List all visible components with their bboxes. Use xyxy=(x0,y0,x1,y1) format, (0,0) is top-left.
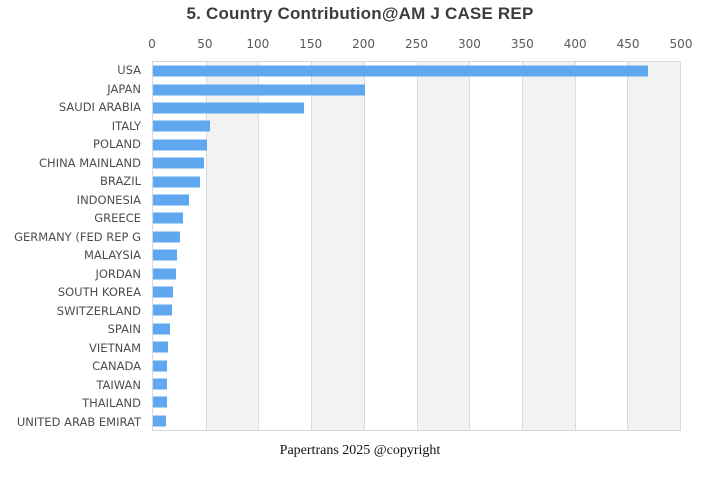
x-axis-tick-label: 450 xyxy=(616,37,640,51)
y-axis-label: SOUTH KOREA xyxy=(57,285,141,300)
x-axis-tick-label: 250 xyxy=(405,37,428,51)
grid-stripe xyxy=(205,62,259,430)
bar xyxy=(153,304,172,316)
y-axis-label: USA xyxy=(117,63,141,78)
chart-title: 5. Country Contribution@AM J CASE REP xyxy=(186,4,534,23)
gridline xyxy=(574,62,576,430)
grid-stripe xyxy=(311,62,364,430)
plot-area xyxy=(152,61,681,431)
gridline xyxy=(205,62,207,430)
grid-stripe xyxy=(521,62,575,430)
x-axis-tick-label: 400 xyxy=(563,37,587,51)
bar xyxy=(153,286,174,298)
y-axis-label: MALAYSIA xyxy=(83,248,141,263)
x-axis: 0 50 100 150 200 250 300 350 400 450 500 xyxy=(148,37,692,53)
bar xyxy=(153,157,204,169)
y-axis-label: INDONESIA xyxy=(76,192,141,207)
bar xyxy=(153,415,166,427)
bar xyxy=(153,396,167,408)
bar xyxy=(153,268,177,280)
bar xyxy=(153,360,167,372)
x-axis-tick-label: 0 xyxy=(148,37,156,51)
y-axis-label: JORDAN xyxy=(95,266,141,281)
y-axis-labels: USA JAPAN SAUDI ARABIA ITALY POLAND CHINA MAI… xyxy=(0,61,146,431)
copyright-footer: Papertrans 2025 @copyright xyxy=(279,443,441,458)
y-axis-label: UNITED ARAB EMIRAT xyxy=(16,414,141,429)
gridline xyxy=(627,62,629,430)
x-axis-tick-label: 300 xyxy=(457,37,481,51)
y-axis-label: TAIWAN xyxy=(96,377,141,392)
bar xyxy=(153,102,304,114)
bar xyxy=(153,212,183,224)
bar xyxy=(153,378,167,390)
x-axis-tick-label: 100 xyxy=(246,37,270,51)
bar xyxy=(153,120,210,132)
x-axis-tick-label: 150 xyxy=(299,37,323,51)
x-axis-tick-label: 350 xyxy=(510,37,534,51)
gridline xyxy=(258,62,260,430)
bar xyxy=(153,65,649,77)
bar xyxy=(153,249,178,261)
y-axis-label: VIETNAM xyxy=(89,340,141,355)
gridline xyxy=(521,62,523,430)
y-axis-label: POLAND xyxy=(93,137,141,152)
y-axis-label: BRAZIL xyxy=(100,174,141,189)
bar xyxy=(153,84,365,96)
bar xyxy=(153,341,168,353)
bar xyxy=(153,176,201,188)
y-axis-label: THAILAND xyxy=(82,396,141,411)
y-axis-label: CHINA MAINLAND xyxy=(39,155,141,170)
bar xyxy=(153,139,207,151)
y-axis-label: CANADA xyxy=(92,359,141,374)
bar xyxy=(153,194,189,206)
x-axis-tick-label: 200 xyxy=(352,37,376,51)
gridline xyxy=(363,62,365,430)
x-axis-tick-label: 500 xyxy=(669,37,693,51)
gridline xyxy=(469,62,471,430)
grid-stripe xyxy=(416,62,470,430)
y-axis-label: SPAIN xyxy=(107,322,141,337)
y-axis-label: SAUDI ARABIA xyxy=(58,100,141,115)
y-axis-label: GREECE xyxy=(94,211,141,226)
y-axis-label: JAPAN xyxy=(107,81,141,96)
y-axis-label: GERMANY (FED REP G xyxy=(14,229,141,244)
bar xyxy=(153,231,181,243)
y-axis-label: SWITZERLAND xyxy=(56,303,141,318)
gridline xyxy=(416,62,418,430)
grid-stripe xyxy=(627,62,680,430)
y-axis-label: ITALY xyxy=(111,118,141,133)
x-axis-tick-label: 50 xyxy=(197,37,213,51)
bar xyxy=(153,323,170,335)
gridline xyxy=(311,62,313,430)
